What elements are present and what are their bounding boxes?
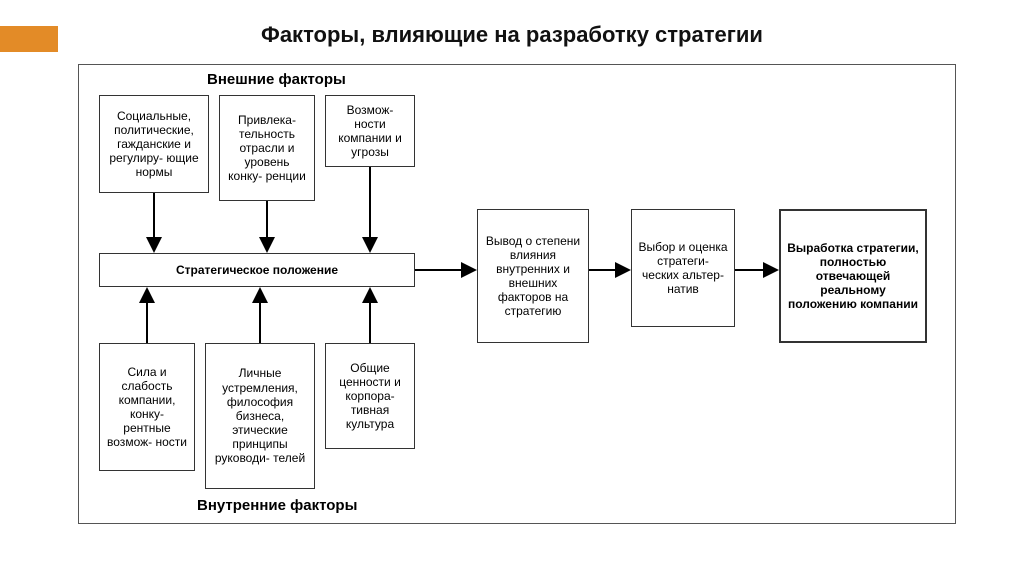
node-center-text: Стратегическое положение — [176, 263, 338, 277]
node-flow2-text: Выбор и оценка стратеги- ческих альтер- … — [638, 240, 728, 297]
node-ext2-text: Привлека- тельность отрасли и уровень ко… — [226, 113, 308, 184]
page-title: Факторы, влияющие на разработку стратеги… — [0, 22, 1024, 48]
node-int1-text: Сила и слабость компании, конку- рентные… — [106, 365, 188, 450]
node-int3-text: Общие ценности и корпора- тивная культур… — [332, 361, 408, 432]
node-ext1: Социальные, политические, гажданские и р… — [99, 95, 209, 193]
node-flow3-text: Выработка стратегии, полностью отвечающе… — [787, 241, 919, 312]
node-int1: Сила и слабость компании, конку- рентные… — [99, 343, 195, 471]
internal-factors-label: Внутренние факторы — [197, 497, 357, 514]
node-ext3-text: Возмож- ности компании и угрозы — [332, 103, 408, 160]
node-int3: Общие ценности и корпора- тивная культур… — [325, 343, 415, 449]
stage: Факторы, влияющие на разработку стратеги… — [0, 0, 1024, 574]
node-int2: Личные устремления, философия бизнеса, э… — [205, 343, 315, 489]
node-ext3: Возмож- ности компании и угрозы — [325, 95, 415, 167]
node-ext1-text: Социальные, политические, гажданские и р… — [106, 109, 202, 180]
node-center: Стратегическое положение — [99, 253, 415, 287]
diagram-frame: Внешние факторы Внутренние факторы Социа… — [78, 64, 956, 524]
node-flow1: Вывод о степени влияния внутренних и вне… — [477, 209, 589, 343]
external-factors-label: Внешние факторы — [207, 71, 346, 88]
node-ext2: Привлека- тельность отрасли и уровень ко… — [219, 95, 315, 201]
node-flow3: Выработка стратегии, полностью отвечающе… — [779, 209, 927, 343]
node-flow2: Выбор и оценка стратеги- ческих альтер- … — [631, 209, 735, 327]
node-flow1-text: Вывод о степени влияния внутренних и вне… — [484, 234, 582, 319]
node-int2-text: Личные устремления, философия бизнеса, э… — [212, 366, 308, 465]
